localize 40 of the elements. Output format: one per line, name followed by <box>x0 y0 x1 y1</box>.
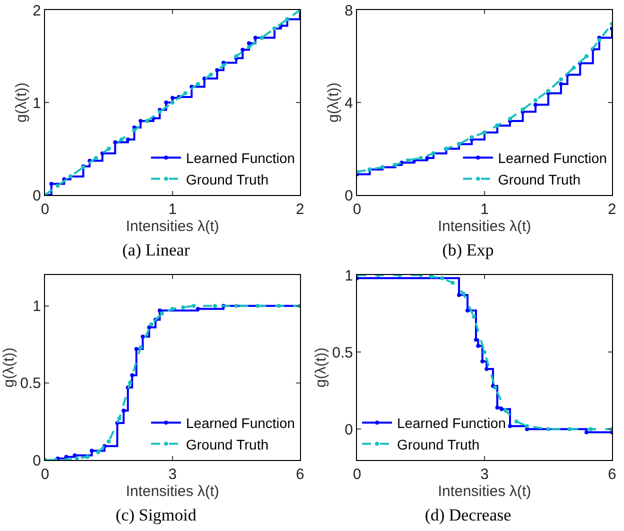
legend-label: Learned Function <box>397 415 506 432</box>
y-axis-title: g(λ(t)) <box>312 348 330 388</box>
x-tick-label: 2 <box>608 201 616 218</box>
x-axis-title: Intensities λ(t) <box>438 483 532 500</box>
legend-label: Ground Truth <box>186 436 268 452</box>
text: (c) Sigmoid <box>116 506 197 525</box>
y-tick-label: 0 <box>344 187 353 204</box>
x-tick-label: 3 <box>480 466 489 483</box>
legend-label: Learned Function <box>498 150 607 166</box>
x-axis-title: Intensities λ(t) <box>126 218 220 235</box>
y-tick-label: 0 <box>32 452 41 470</box>
y-tick-label: 4 <box>344 94 353 112</box>
y-tick-label: 1 <box>32 298 41 316</box>
legend-label: Ground Truth <box>498 171 580 188</box>
x-axis-title: Intensities λ(t) <box>438 218 532 235</box>
y-axis-title: g(λ(t)) <box>12 82 30 122</box>
y-axis-title: g(λ(t)) <box>0 348 18 388</box>
text: (a) Linear <box>122 240 190 260</box>
x-tick-label: 1 <box>480 201 489 218</box>
y-tick-label: 0 <box>32 187 41 204</box>
y-tick-label: 1 <box>32 94 41 112</box>
text: (d) Decrease <box>424 506 512 525</box>
legend-label: Learned Function <box>186 415 295 432</box>
x-tick-label: 6 <box>608 466 616 483</box>
y-axis-title: g(λ(t)) <box>324 82 342 122</box>
x-tick-label: 6 <box>296 466 304 483</box>
y-tick-label: 1 <box>344 267 353 284</box>
y-tick-label: 2 <box>32 2 41 20</box>
legend-label: Ground Truth <box>397 436 480 452</box>
y-tick-label: 0 <box>344 421 353 438</box>
x-tick-label: 3 <box>168 466 177 483</box>
y-tick-label: 0.5 <box>20 375 41 392</box>
x-tick-label: 2 <box>296 201 304 218</box>
legend-label: Ground Truth <box>186 171 268 188</box>
x-tick-label: 1 <box>168 201 177 218</box>
y-tick-label: 0.5 <box>332 344 353 362</box>
x-axis-title: Intensities λ(t) <box>126 483 220 500</box>
y-tick-label: 8 <box>344 2 353 20</box>
text: (b) Exp <box>442 240 494 260</box>
legend-label: Learned Function <box>186 150 295 166</box>
